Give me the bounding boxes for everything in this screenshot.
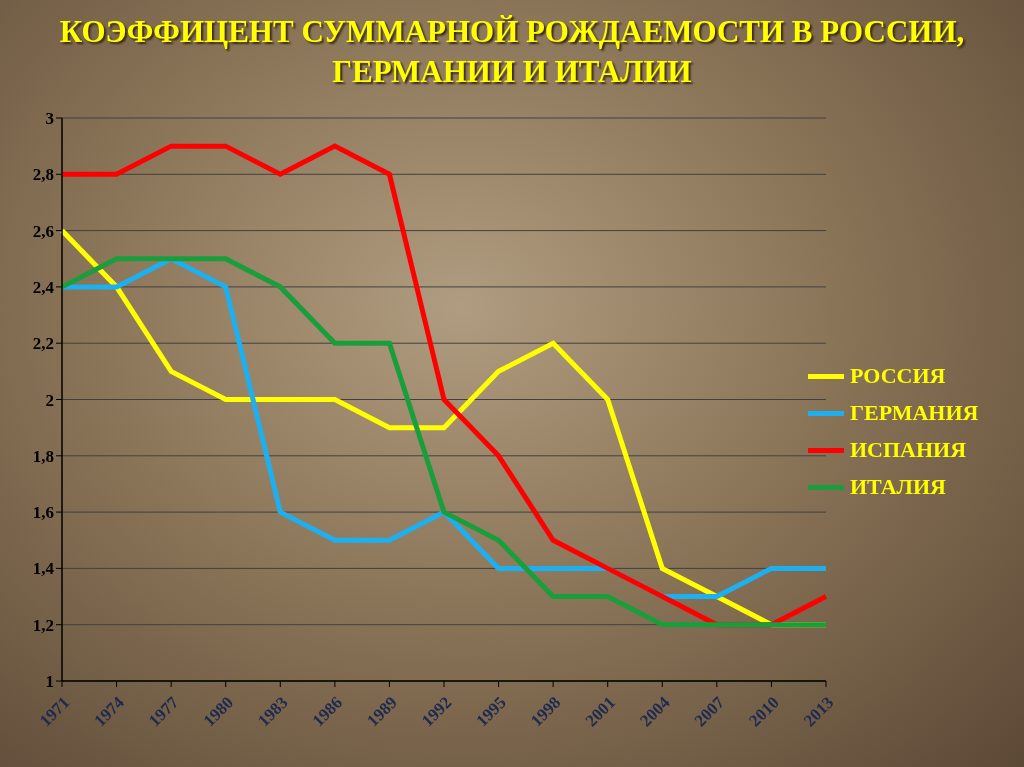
svg-text:1977: 1977 (145, 693, 183, 731)
svg-text:2013: 2013 (800, 693, 837, 730)
svg-text:2,8: 2,8 (33, 165, 54, 184)
svg-text:1,4: 1,4 (33, 559, 55, 578)
svg-text:1971: 1971 (36, 693, 73, 730)
svg-text:2010: 2010 (745, 693, 782, 730)
svg-text:1995: 1995 (472, 693, 509, 730)
svg-text:2,2: 2,2 (33, 334, 54, 353)
svg-text:1983: 1983 (254, 693, 291, 730)
html-text:ГЕРМАНИЯ: ГЕРМАНИЯ (850, 400, 979, 425)
svg-text:1992: 1992 (418, 693, 455, 730)
svg-text:1,6: 1,6 (33, 503, 54, 522)
svg-text:1980: 1980 (200, 693, 237, 730)
svg-text:2007: 2007 (691, 693, 729, 731)
svg-text:2,6: 2,6 (33, 222, 54, 241)
svg-text:1: 1 (46, 672, 55, 691)
html-text:КОЭФФИЦЕНТ СУММАРНОЙ РОЖДАЕМОС: КОЭФФИЦЕНТ СУММАРНОЙ РОЖДАЕМОСТИ В РОССИ… (59, 14, 965, 89)
svg-text:2: 2 (46, 391, 55, 410)
html-text:ИТАЛИЯ: ИТАЛИЯ (850, 474, 946, 499)
svg-text:1,2: 1,2 (33, 616, 54, 635)
svg-text:3: 3 (46, 109, 55, 128)
svg-text:2004: 2004 (636, 693, 674, 731)
svg-text:2001: 2001 (582, 693, 619, 730)
svg-text:2,4: 2,4 (33, 278, 55, 297)
html-text:РОССИЯ: РОССИЯ (850, 363, 946, 388)
svg-text:1986: 1986 (309, 693, 346, 730)
svg-text:1989: 1989 (363, 693, 400, 730)
html-text:ИСПАНИЯ: ИСПАНИЯ (850, 437, 967, 462)
svg-text:1,8: 1,8 (33, 447, 54, 466)
svg-text:1998: 1998 (527, 693, 564, 730)
svg-text:1974: 1974 (90, 693, 128, 731)
